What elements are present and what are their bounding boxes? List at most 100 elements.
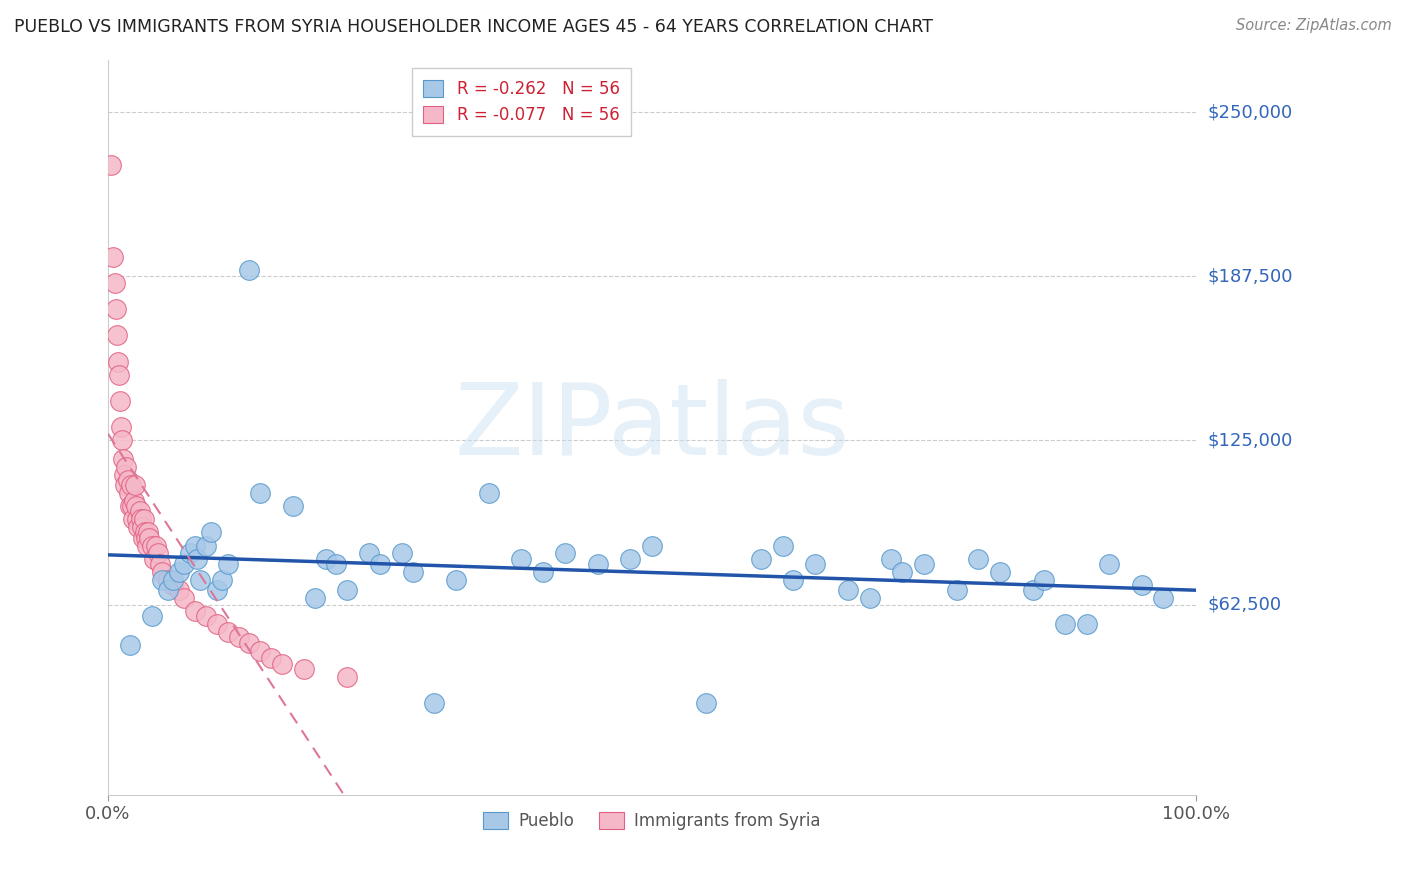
Point (104, 302, 127, 317)
Point (122, 494, 145, 508)
Point (122, 512, 145, 526)
Text: ZIPatlas: ZIPatlas (454, 379, 849, 475)
Point (184, 539, 207, 553)
Point (260, 651, 283, 665)
Point (945, 583, 967, 598)
Point (205, 617, 228, 632)
Point (128, 504, 150, 518)
Point (804, 557, 827, 571)
Point (125, 499, 148, 513)
Point (127, 520, 149, 534)
Point (162, 578, 184, 592)
Point (156, 573, 179, 587)
Text: $62,500: $62,500 (1208, 596, 1281, 614)
Point (423, 696, 446, 710)
Point (103, 276, 125, 290)
Point (184, 604, 207, 618)
Point (121, 499, 143, 513)
Point (315, 551, 337, 566)
Point (142, 551, 165, 566)
Point (401, 565, 423, 579)
Point (858, 591, 880, 605)
Point (112, 467, 135, 482)
Point (205, 583, 228, 598)
Point (967, 551, 990, 566)
Point (141, 609, 163, 624)
Point (880, 551, 903, 566)
Point (134, 525, 156, 540)
Point (782, 573, 804, 587)
Point (118, 638, 141, 652)
Point (115, 459, 138, 474)
Point (249, 486, 271, 500)
Point (837, 583, 859, 598)
Point (194, 539, 217, 553)
Point (772, 539, 794, 553)
Point (179, 546, 201, 560)
Point (211, 573, 233, 587)
Point (173, 557, 195, 571)
Point (200, 525, 222, 540)
Point (336, 583, 359, 598)
Point (120, 478, 142, 492)
Point (138, 531, 160, 545)
Point (510, 551, 533, 566)
Point (444, 573, 467, 587)
Point (1098, 557, 1121, 571)
Point (135, 531, 157, 545)
Point (103, 250, 125, 264)
Point (238, 262, 260, 277)
Point (228, 631, 250, 645)
Point (368, 557, 391, 571)
Legend: R = -0.262   N = 56, R = -0.077   N = 56: R = -0.262 N = 56, R = -0.077 N = 56 (412, 68, 631, 136)
Point (554, 546, 576, 560)
Point (100, 158, 122, 172)
Point (641, 539, 664, 553)
Point (249, 643, 271, 657)
Point (359, 546, 381, 560)
Point (118, 499, 141, 513)
Point (132, 531, 155, 545)
Point (150, 565, 173, 579)
Point (749, 551, 772, 566)
Point (186, 551, 208, 566)
Point (217, 625, 239, 640)
Point (110, 420, 132, 434)
Point (912, 557, 935, 571)
Point (132, 512, 155, 526)
Text: $125,000: $125,000 (1208, 432, 1292, 450)
Point (124, 478, 146, 492)
Point (112, 451, 135, 466)
Text: $187,500: $187,500 (1208, 268, 1292, 285)
Point (141, 539, 163, 553)
Point (107, 354, 129, 368)
Point (190, 573, 212, 587)
Point (145, 539, 167, 553)
Point (146, 546, 169, 560)
Point (167, 583, 190, 598)
Point (1022, 583, 1045, 598)
Point (281, 499, 304, 513)
Point (619, 551, 641, 566)
Point (238, 636, 260, 650)
Text: $250,000: $250,000 (1208, 103, 1292, 121)
Point (111, 434, 134, 448)
Point (336, 670, 359, 684)
Point (136, 539, 159, 553)
Point (217, 557, 239, 571)
Point (114, 478, 136, 492)
Point (891, 565, 914, 579)
Point (586, 557, 609, 571)
Point (1054, 617, 1077, 632)
Point (131, 520, 153, 534)
Point (1032, 573, 1054, 587)
Point (118, 486, 141, 500)
Point (117, 473, 139, 487)
Point (156, 583, 179, 598)
Point (162, 573, 184, 587)
Point (292, 662, 315, 676)
Point (531, 565, 554, 579)
Point (695, 696, 717, 710)
Point (108, 394, 131, 409)
Point (1130, 578, 1153, 592)
